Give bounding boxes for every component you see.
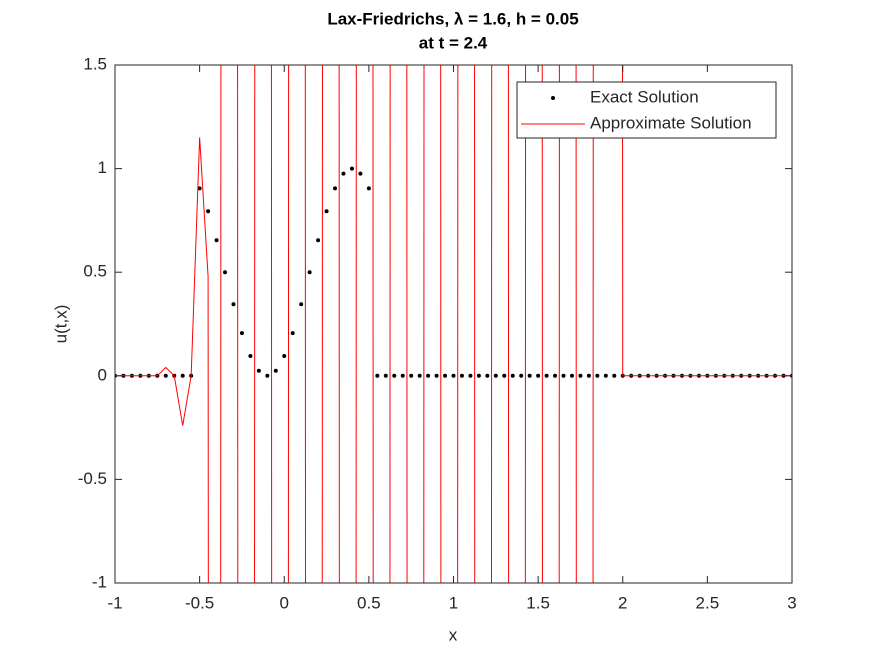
exact-point <box>265 373 270 378</box>
exact-point <box>316 238 321 243</box>
chart-title: Lax-Friedrichs, λ = 1.6, h = 0.05 <box>327 9 578 28</box>
legend-box <box>516 81 777 139</box>
plot-area <box>115 65 792 583</box>
x-tick-label: 0 <box>280 593 289 612</box>
exact-point <box>468 373 473 378</box>
exact-point <box>375 373 380 378</box>
exact-point <box>426 373 431 378</box>
chart-subtitle: at t = 2.4 <box>419 33 488 52</box>
x-tick-label: -0.5 <box>185 593 214 612</box>
exact-point <box>223 270 228 275</box>
exact-point <box>197 186 202 191</box>
exact-point <box>358 171 363 176</box>
x-tick-label: 1 <box>449 593 458 612</box>
exact-point <box>569 373 574 378</box>
exact-point <box>256 368 261 373</box>
exact-point <box>595 373 600 378</box>
exact-point <box>349 166 354 171</box>
exact-point <box>307 270 312 275</box>
axes-background <box>115 65 792 583</box>
approx-line <box>115 65 792 583</box>
exact-point <box>476 373 481 378</box>
exact-point <box>578 373 583 378</box>
exact-point <box>214 238 219 243</box>
exact-point <box>603 373 608 378</box>
legend-marker <box>551 96 555 100</box>
exact-point <box>536 373 541 378</box>
exact-point <box>561 373 566 378</box>
x-tick-label: 1.5 <box>526 593 550 612</box>
x-tick-label: 2.5 <box>696 593 720 612</box>
exact-point <box>239 331 244 336</box>
exact-point <box>282 354 287 359</box>
exact-point <box>527 373 532 378</box>
exact-point <box>586 373 591 378</box>
exact-point <box>434 373 439 378</box>
exact-point <box>366 186 371 191</box>
y-tick-label: 0 <box>98 365 107 384</box>
exact-point <box>299 302 304 307</box>
exact-point <box>459 373 464 378</box>
exact-point <box>383 373 388 378</box>
y-tick-label: -1 <box>92 572 107 591</box>
y-axis-label: u(t,x) <box>51 305 70 344</box>
exact-point <box>409 373 414 378</box>
y-tick-label: 0.5 <box>83 262 107 281</box>
exact-point <box>493 373 498 378</box>
exact-point <box>333 186 338 191</box>
exact-point <box>231 302 236 307</box>
y-tick-label: 1 <box>98 158 107 177</box>
x-tick-label: 0.5 <box>357 593 381 612</box>
legend-label: Approximate Solution <box>590 113 752 132</box>
exact-point <box>341 171 346 176</box>
exact-point <box>417 373 422 378</box>
y-tick-label: -0.5 <box>78 469 107 488</box>
exact-point <box>510 373 515 378</box>
x-tick-label: 2 <box>618 593 627 612</box>
x-axis-label: x <box>449 625 458 644</box>
exact-point <box>451 373 456 378</box>
exact-point <box>485 373 490 378</box>
exact-point <box>180 373 185 378</box>
exact-point <box>206 209 211 214</box>
exact-point <box>163 373 168 378</box>
exact-point <box>612 373 617 378</box>
exact-point <box>544 373 549 378</box>
legend: Exact Solution Approximate Solution <box>516 81 777 139</box>
exact-point <box>519 373 524 378</box>
exact-point <box>392 373 397 378</box>
exact-point <box>248 354 253 359</box>
exact-point <box>290 331 295 336</box>
x-tick-label: 3 <box>787 593 796 612</box>
exact-point <box>273 368 278 373</box>
x-tick-label: -1 <box>107 593 122 612</box>
y-tick-label: 1.5 <box>83 54 107 73</box>
exact-point <box>443 373 448 378</box>
exact-point <box>502 373 507 378</box>
exact-point <box>324 209 329 214</box>
exact-point <box>553 373 558 378</box>
exact-point <box>400 373 405 378</box>
legend-label: Exact Solution <box>590 87 699 106</box>
